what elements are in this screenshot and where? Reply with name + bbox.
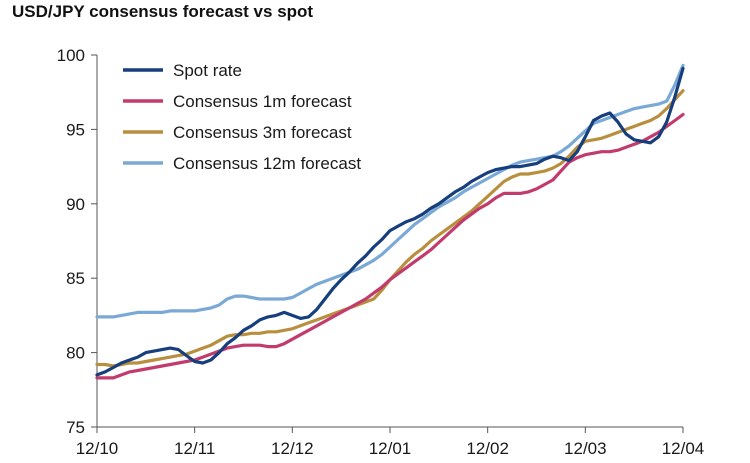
y-tick-label: 100	[57, 46, 85, 65]
legend-label: Consensus 3m forecast	[173, 123, 352, 142]
legend-label: Spot rate	[173, 61, 242, 80]
x-tick-label: 12/02	[466, 439, 509, 458]
legend-label: Consensus 12m forecast	[173, 154, 361, 173]
x-tick-label: 12/03	[564, 439, 607, 458]
series-line-spot-rate	[95, 66, 685, 377]
y-tick-label: 95	[66, 120, 85, 139]
y-tick-labels: 75 80 85 90 95 100	[57, 46, 85, 437]
x-tick-label: 12/01	[369, 439, 412, 458]
series-lines	[95, 63, 685, 380]
x-tick-label: 12/11	[174, 439, 215, 458]
series-line-consensus-12m-forecast	[95, 63, 685, 319]
x-tick-labels: 12/10 12/11 12/12 12/01 12/02 12/03 12/04	[76, 439, 705, 458]
x-tick-label: 12/04	[662, 439, 705, 458]
chart-title: USD/JPY consensus forecast vs spot	[12, 2, 314, 21]
y-tick-label: 90	[66, 195, 85, 214]
legend: Spot rate Consensus 1m forecast Consensus …	[123, 61, 361, 173]
x-tick-label: 12/10	[76, 439, 119, 458]
axes	[91, 54, 684, 433]
y-tick-label: 75	[66, 418, 85, 437]
x-tick-label: 12/12	[271, 439, 314, 458]
legend-label: Consensus 1m forecast	[173, 92, 352, 111]
y-tick-label: 80	[66, 344, 85, 363]
y-tick-label: 85	[66, 269, 85, 288]
